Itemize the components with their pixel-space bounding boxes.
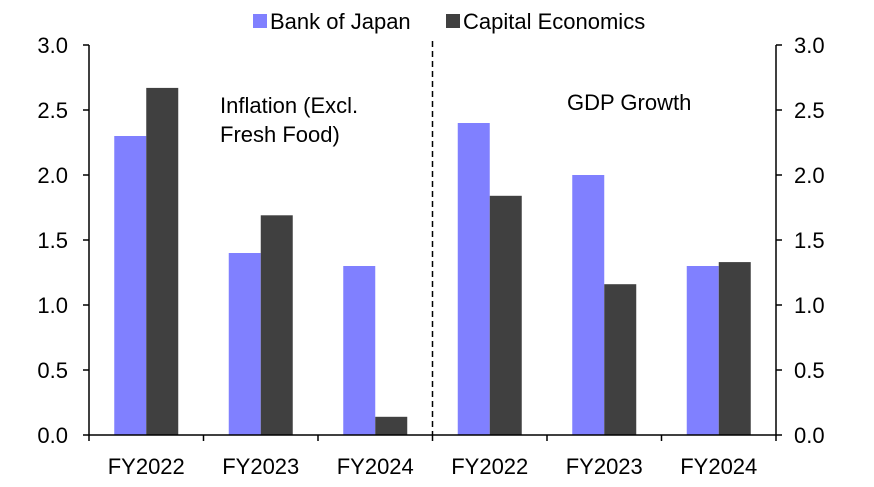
bar-bank-of-japan-3 [457, 123, 490, 435]
left-ytick-label: 1.5 [37, 228, 68, 253]
left-ytick-label: 0.0 [37, 423, 68, 448]
bar-capital-economics-5 [718, 262, 751, 435]
panel-label-inflation-line-1: Inflation (Excl. [220, 93, 358, 118]
right-ytick-label: 1.0 [794, 293, 825, 318]
right-ytick-label: 2.5 [794, 98, 825, 123]
right-ytick-label: 3.0 [794, 33, 825, 58]
left-ytick-label: 2.5 [37, 98, 68, 123]
xtick-label: FY2023 [566, 454, 643, 479]
right-ytick-label: 0.5 [794, 358, 825, 383]
bar-capital-economics-3 [489, 195, 522, 435]
panel-label-gdp: GDP Growth [567, 90, 691, 115]
axes-group: 0.0 0.0 0.5 0.5 1.0 1.0 1.5 1.5 2.0 2.0 2.5 2.5 3.0 3… [37, 33, 824, 479]
legend-label-capital-economics: Capital Economics [463, 9, 645, 34]
bar-capital-economics-1 [260, 215, 293, 435]
xtick-label: FY2024 [337, 454, 414, 479]
legend-swatch-capital-economics [446, 14, 460, 28]
legend: Bank of Japan Capital Economics [253, 9, 645, 34]
right-ytick-label: 2.0 [794, 163, 825, 188]
bar-bank-of-japan-4 [572, 175, 605, 435]
bar-capital-economics-2 [375, 416, 408, 435]
left-ytick-label: 1.0 [37, 293, 68, 318]
panel-label-inflation: Inflation (Excl. Fresh Food) [220, 93, 364, 147]
bars-group [114, 87, 751, 436]
left-ytick-label: 2.0 [37, 163, 68, 188]
bar-bank-of-japan-5 [686, 266, 719, 435]
bar-bank-of-japan-2 [343, 266, 376, 435]
xtick-label: FY2024 [680, 454, 757, 479]
bar-bank-of-japan-0 [114, 136, 147, 435]
right-ytick-label: 0.0 [794, 423, 825, 448]
legend-swatch-bank-of-japan [253, 14, 267, 28]
xtick-label: FY2022 [108, 454, 185, 479]
bar-capital-economics-4 [604, 284, 637, 435]
legend-label-bank-of-japan: Bank of Japan [270, 9, 411, 34]
panel-label-inflation-line-2: Fresh Food) [220, 122, 340, 147]
bar-bank-of-japan-1 [228, 253, 261, 435]
left-ytick-label: 3.0 [37, 33, 68, 58]
xtick-label: FY2022 [451, 454, 528, 479]
right-ytick-label: 1.5 [794, 228, 825, 253]
left-ytick-label: 0.5 [37, 358, 68, 383]
xtick-label: FY2023 [222, 454, 299, 479]
bar-capital-economics-0 [146, 87, 179, 436]
